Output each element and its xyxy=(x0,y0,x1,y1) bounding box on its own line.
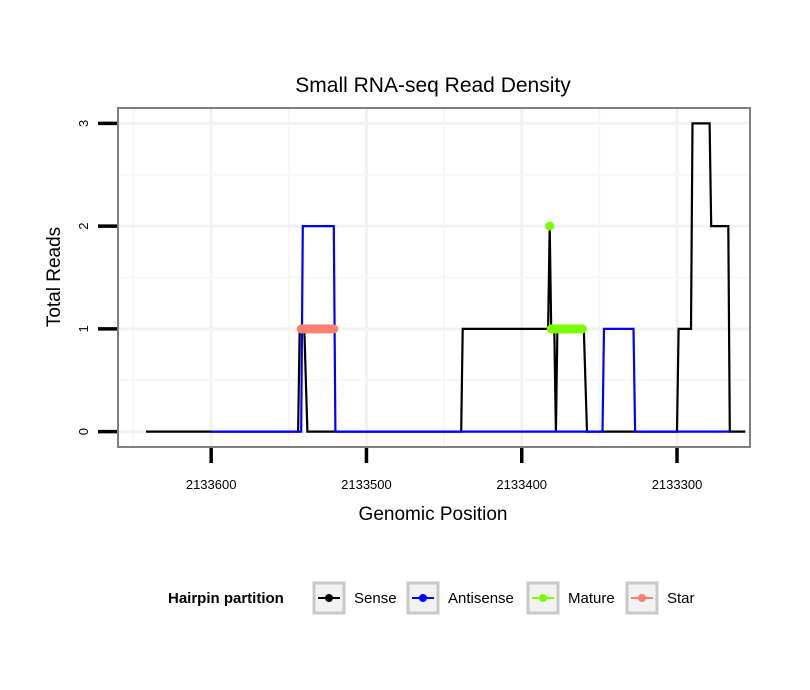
x-axis: 2133600 2133500 2133400 2133300 xyxy=(186,448,702,492)
legend-label-mature: Mature xyxy=(568,590,615,607)
legend-dot-star xyxy=(638,594,646,602)
y-tick-label: 1 xyxy=(76,325,91,332)
x-tick-label: 2133600 xyxy=(186,477,237,492)
data-point-mature xyxy=(577,324,587,334)
x-axis-label: Genomic Position xyxy=(359,504,508,525)
legend-label-star: Star xyxy=(667,590,695,607)
y-tick-label: 2 xyxy=(76,222,91,229)
series-layer xyxy=(146,122,746,433)
series-line-antisense xyxy=(211,225,730,433)
x-tick-label: 2133400 xyxy=(496,477,547,492)
data-point-star xyxy=(329,324,339,334)
x-tick-label: 2133500 xyxy=(341,477,392,492)
legend-title: Hairpin partition xyxy=(168,590,284,607)
y-tick-label: 3 xyxy=(76,120,91,127)
y-tick-label: 0 xyxy=(76,428,91,435)
legend-dot-antisense xyxy=(419,594,427,602)
data-point-mature xyxy=(545,221,555,231)
chart-title: Small RNA-seq Read Density xyxy=(295,74,571,97)
plot-border xyxy=(117,107,751,448)
legend-label-sense: Sense xyxy=(354,590,397,607)
y-axis: 0 1 2 3 xyxy=(76,120,117,435)
y-axis-label: Total Reads xyxy=(44,227,65,327)
legend: Hairpin partition Sense Antisense Mature St… xyxy=(168,581,695,615)
legend-dot-mature xyxy=(539,594,547,602)
x-tick-label: 2133300 xyxy=(652,477,703,492)
legend-label-antisense: Antisense xyxy=(448,590,514,607)
legend-dot-sense xyxy=(325,594,333,602)
